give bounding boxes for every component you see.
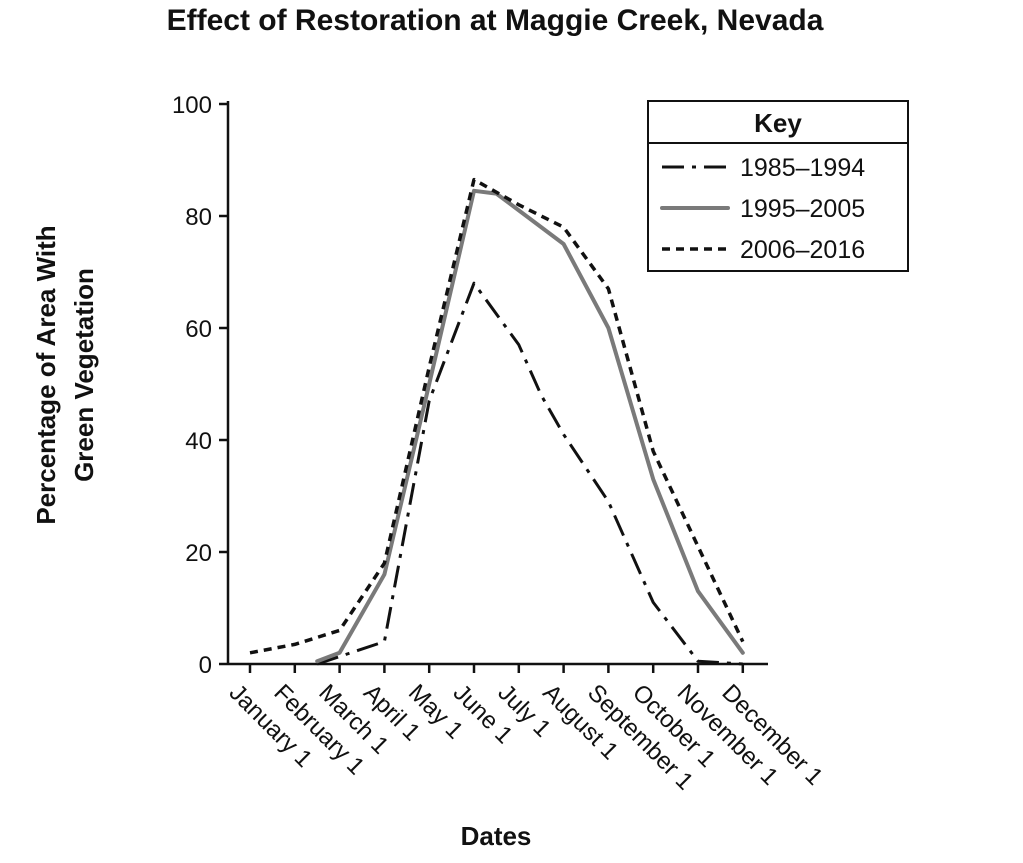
series-line-3 (249, 177, 745, 655)
y-tick-label-0: 0 (199, 652, 212, 679)
legend-label-2: 1995–2005 (740, 195, 865, 223)
legend-box (647, 100, 909, 272)
y-axis-title-line-2: Green Vegetation (69, 268, 99, 482)
y-tick-label-80: 80 (185, 204, 212, 231)
chart-title: Effect of Restoration at Maggie Creek, N… (166, 4, 824, 37)
series-line-2 (315, 188, 745, 664)
y-tick-label-60: 60 (185, 316, 212, 343)
y-tick-label-40: 40 (185, 428, 212, 455)
x-axis-title: Dates (461, 821, 532, 851)
legend-label-1: 1985–1994 (740, 154, 865, 182)
y-tick-label-20: 20 (185, 540, 212, 567)
legend-label-3: 2006–2016 (740, 236, 865, 264)
legend-title: Key (754, 108, 802, 138)
y-tick-label-100: 100 (172, 92, 212, 119)
y-axis-title-line-1: Percentage of Area With (31, 225, 61, 524)
series-line-1 (316, 281, 743, 666)
